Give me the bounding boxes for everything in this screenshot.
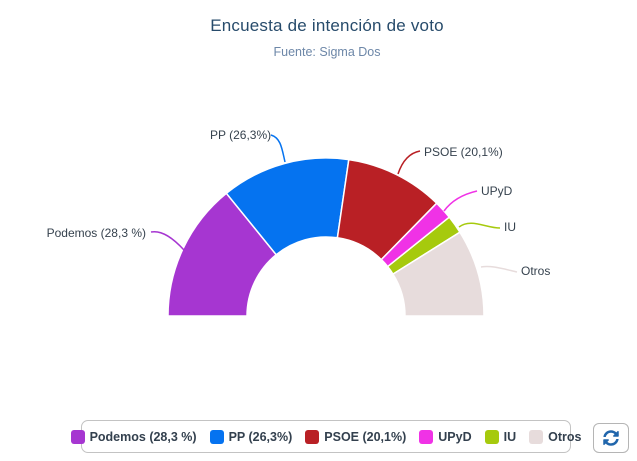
label-connector-UPyD [443, 190, 478, 212]
data-label-PSOE: PSOE (20,1%) [424, 145, 503, 159]
legend-label-PSOE: PSOE (20,1%) [324, 429, 407, 444]
legend-label-IU: IU [503, 429, 517, 444]
legend-item-PSOE[interactable]: PSOE (20,1%) [305, 429, 407, 444]
legend-swatch-PSOE [305, 429, 320, 444]
legend-swatch-Podemos [70, 429, 85, 444]
refresh-button[interactable] [593, 423, 629, 453]
chart-subtitle: Fuente: Sigma Dos [273, 45, 381, 59]
semi-donut-chart: Podemos (28,3 %) PP (26,3%) PSOE (20,1%) UP… [47, 128, 550, 317]
data-label-Podemos: Podemos (28,3 %) [47, 226, 146, 240]
slice-Otros[interactable] [391, 231, 485, 317]
legend-label-Podemos: Podemos (28,3 %) [89, 429, 197, 444]
chart-title: Encuesta de intención de voto [210, 16, 444, 35]
legend-box: Podemos (28,3 %) PP (26,3%) PSOE (20,1%) UP… [70, 420, 581, 453]
legend-swatch-Otros [529, 429, 544, 444]
legend-swatch-PP [209, 429, 224, 444]
legend-label-PP: PP (26,3%) [228, 429, 293, 444]
legend-label-Otros: Otros [548, 429, 582, 444]
label-connector-PSOE [397, 150, 421, 175]
data-label-PP: PP (26,3%) [210, 128, 271, 142]
label-connector-IU [458, 222, 501, 229]
data-label-Otros: Otros [521, 264, 550, 278]
legend-swatch-UPyD [419, 429, 434, 444]
legend-item-PP[interactable]: PP (26,3%) [209, 429, 293, 444]
legend-item-IU[interactable]: IU [484, 429, 517, 444]
data-label-UPyD: UPyD [481, 184, 513, 198]
legend-swatch-IU [484, 429, 499, 444]
data-label-IU: IU [504, 220, 516, 234]
label-connector-Otros [480, 265, 518, 273]
legend-label-UPyD: UPyD [438, 429, 472, 444]
legend-item-Podemos[interactable]: Podemos (28,3 %) [70, 429, 197, 444]
refresh-icon [603, 430, 619, 446]
label-connector-PP [270, 134, 286, 163]
legend-item-Otros[interactable]: Otros [529, 429, 582, 444]
legend-item-UPyD[interactable]: UPyD [419, 429, 472, 444]
label-connector-Podemos [150, 230, 185, 251]
